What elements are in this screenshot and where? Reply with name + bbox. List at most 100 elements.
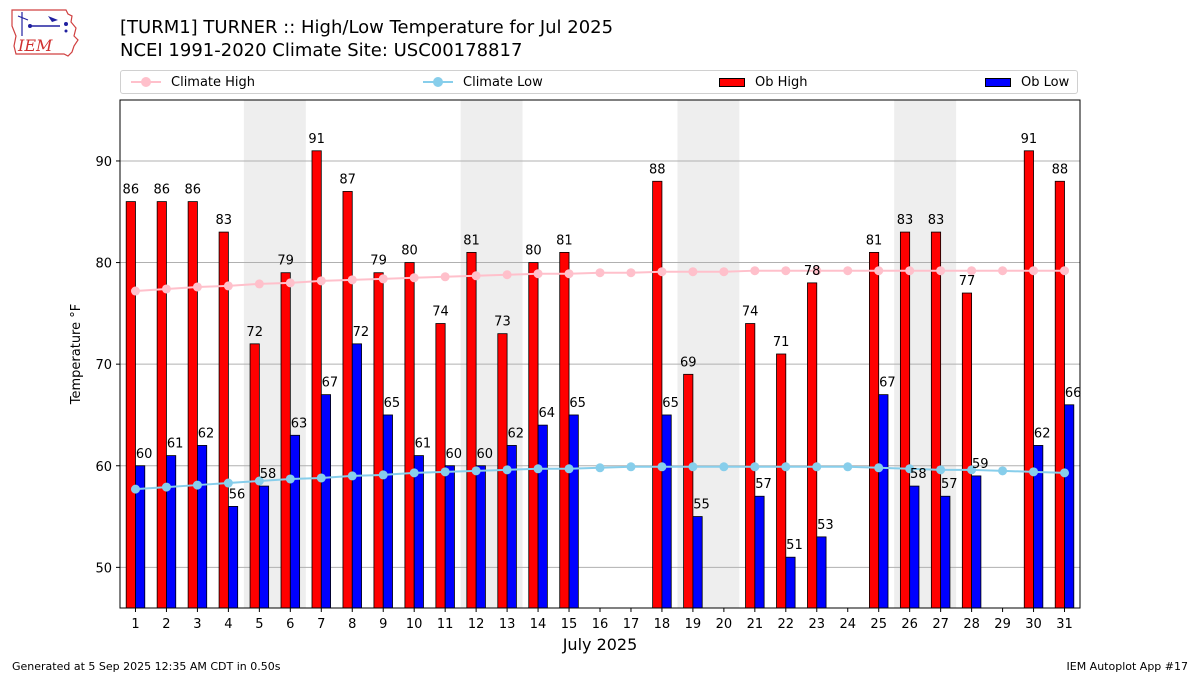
bar-ob-low-day-31: [1064, 404, 1075, 609]
x-tick-label-13: 13: [499, 617, 516, 632]
label-ob-low-day-2: 61: [167, 437, 184, 452]
label-ob-high-day-7: 91: [308, 132, 325, 147]
point-climate-low-day-31: [1060, 468, 1070, 478]
x-tick-label-7: 7: [317, 617, 325, 632]
point-climate-low-day-22: [781, 462, 791, 472]
bar-ob-low-day-28: [971, 475, 982, 609]
legend-swatch-climate-high: [131, 74, 161, 90]
label-ob-low-day-19: 55: [693, 498, 710, 513]
legend-item-climate-high: Climate High: [131, 74, 255, 90]
point-climate-high-day-6: [285, 278, 295, 288]
legend-label-ob-low: Ob Low: [1021, 74, 1070, 90]
point-climate-high-day-31: [1060, 266, 1070, 276]
x-tick-label-5: 5: [255, 617, 263, 632]
bar-ob-high-day-14: [528, 262, 539, 609]
point-climate-high-day-21: [750, 266, 760, 276]
point-climate-low-day-1: [130, 484, 140, 494]
bar-ob-low-day-19: [692, 516, 703, 609]
y-tick-label-80: 80: [95, 257, 112, 272]
bar-ob-high-day-3: [187, 201, 198, 609]
label-ob-high-day-15: 81: [556, 233, 573, 248]
label-ob-low-day-8: 72: [353, 325, 370, 340]
point-climate-high-day-15: [564, 269, 574, 279]
chart-subtitle: NCEI 1991-2020 Climate Site: USC00178817: [120, 40, 523, 61]
point-climate-low-day-15: [564, 464, 574, 474]
point-climate-low-day-16: [595, 463, 605, 473]
point-climate-high-day-1: [130, 286, 140, 296]
label-ob-high-day-18: 88: [649, 162, 666, 177]
label-ob-high-day-21: 74: [742, 305, 759, 320]
label-ob-high-day-23: 78: [804, 264, 821, 279]
label-ob-high-day-27: 83: [928, 213, 945, 228]
bar-ob-high-day-9: [373, 272, 384, 609]
label-ob-high-day-3: 86: [184, 183, 201, 198]
x-tick-label-8: 8: [348, 617, 356, 632]
point-climate-low-day-27: [936, 465, 946, 475]
bar-ob-low-day-21: [754, 495, 765, 609]
x-tick-label-15: 15: [561, 617, 578, 632]
bar-ob-high-day-10: [404, 262, 415, 609]
label-ob-high-day-6: 79: [277, 254, 294, 269]
legend-item-ob-low: Ob Low: [985, 74, 1069, 90]
chart-title: [TURM1] TURNER :: High/Low Temperature f…: [120, 17, 614, 38]
point-climate-low-day-20: [719, 462, 729, 472]
label-ob-high-day-12: 81: [463, 233, 480, 248]
label-ob-low-day-14: 64: [538, 406, 555, 421]
x-tick-label-10: 10: [406, 617, 423, 632]
point-climate-low-day-8: [347, 471, 357, 481]
point-climate-low-day-17: [626, 462, 636, 472]
bar-ob-high-day-12: [466, 251, 477, 609]
point-climate-low-day-24: [843, 462, 853, 472]
y-tick-label-70: 70: [95, 358, 112, 373]
bar-ob-high-day-5: [249, 343, 260, 609]
label-ob-high-day-5: 72: [246, 325, 263, 340]
point-climate-low-day-23: [812, 462, 822, 472]
label-ob-low-day-12: 60: [477, 447, 494, 462]
x-tick-label-11: 11: [437, 617, 454, 632]
legend-label-climate-low: Climate Low: [463, 74, 543, 90]
point-climate-low-day-9: [378, 470, 388, 480]
label-ob-low-day-1: 60: [136, 447, 153, 462]
label-ob-low-day-11: 60: [446, 447, 463, 462]
label-ob-low-day-26: 58: [910, 467, 927, 482]
generated-note: Generated at 5 Sep 2025 12:35 AM CDT in …: [12, 660, 281, 673]
point-climate-high-day-29: [998, 266, 1008, 276]
bar-ob-low-day-5: [258, 485, 270, 609]
x-tick-label-23: 23: [809, 617, 826, 632]
legend-swatch-climate-low: [423, 74, 453, 90]
label-ob-low-day-25: 67: [879, 376, 896, 391]
legend-label-ob-high: Ob High: [755, 74, 808, 90]
label-ob-high-day-30: 91: [1021, 132, 1038, 147]
label-ob-low-day-21: 57: [755, 477, 772, 492]
label-ob-low-day-27: 57: [941, 477, 958, 492]
point-climate-high-day-30: [1029, 266, 1039, 276]
label-ob-low-day-3: 62: [198, 426, 215, 441]
label-ob-low-day-23: 53: [817, 518, 834, 533]
bar-ob-high-day-27: [930, 231, 942, 609]
point-climate-high-day-11: [440, 272, 450, 282]
x-tick-label-17: 17: [623, 617, 640, 632]
point-climate-low-day-2: [161, 482, 171, 492]
x-tick-label-28: 28: [963, 617, 980, 632]
label-ob-high-day-31: 88: [1052, 162, 1069, 177]
point-climate-low-day-13: [502, 465, 512, 475]
point-climate-low-day-14: [533, 464, 543, 474]
bar-ob-high-day-6: [280, 272, 291, 609]
point-climate-high-day-17: [626, 268, 636, 278]
bar-ob-low-day-18: [661, 414, 672, 609]
bar-ob-high-day-2: [156, 201, 167, 609]
bar-ob-low-day-2: [166, 455, 177, 609]
point-climate-high-day-5: [254, 279, 264, 289]
label-ob-high-day-10: 80: [401, 244, 418, 259]
point-climate-high-day-3: [192, 282, 202, 292]
bar-ob-high-day-28: [961, 292, 973, 609]
label-ob-low-day-15: 65: [569, 396, 586, 411]
bar-ob-high-day-18: [652, 180, 663, 609]
legend-label-climate-high: Climate High: [171, 74, 256, 90]
bar-ob-low-day-4: [227, 505, 239, 609]
iem-logo: IEM: [8, 6, 82, 60]
x-tick-label-4: 4: [224, 617, 232, 632]
x-tick-label-1: 1: [131, 617, 139, 632]
x-tick-label-16: 16: [592, 617, 609, 632]
bar-ob-low-day-3: [197, 445, 208, 609]
